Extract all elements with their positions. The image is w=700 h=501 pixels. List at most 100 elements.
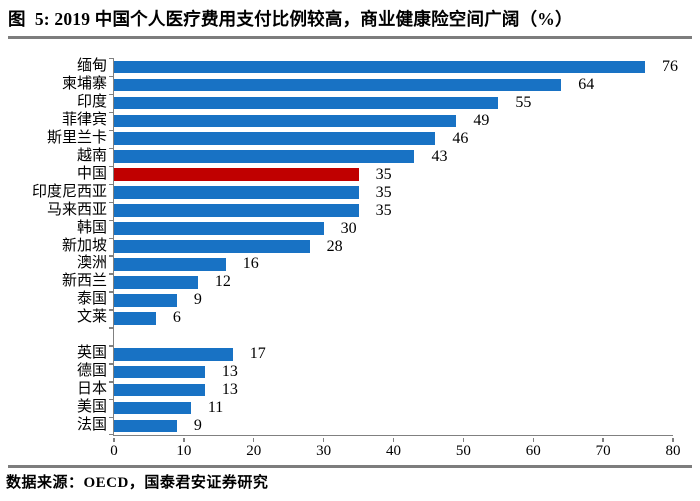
bar-value-label: 12 xyxy=(214,273,231,291)
bar xyxy=(114,96,499,110)
title-divider xyxy=(8,36,692,39)
bar xyxy=(114,204,359,217)
y-axis-tick xyxy=(108,75,113,78)
category-label: 新西兰 xyxy=(61,273,107,290)
x-axis-tick-label: 30 xyxy=(316,443,332,459)
category-label: 德国 xyxy=(76,363,107,380)
y-axis-tick xyxy=(108,201,113,203)
source-divider xyxy=(8,465,692,468)
category-label: 泰国 xyxy=(76,291,107,308)
y-axis-tick xyxy=(108,165,113,168)
bar xyxy=(114,78,562,92)
category-label: 菲律宾 xyxy=(61,111,107,128)
bar xyxy=(114,258,226,271)
bar-value-label: 9 xyxy=(193,291,202,309)
category-label: 澳洲 xyxy=(76,255,107,272)
bar-highlight xyxy=(114,168,359,181)
bar-value-label: 13 xyxy=(221,381,238,399)
bar-value-label: 28 xyxy=(326,237,343,255)
y-axis-tick xyxy=(108,417,113,419)
category-label: 柬埔寨 xyxy=(61,75,107,92)
y-axis-tick xyxy=(108,111,113,114)
y-axis-tick xyxy=(108,309,113,311)
y-axis-tick xyxy=(108,345,113,347)
bar xyxy=(114,401,191,415)
x-axis-tick-label: 60 xyxy=(525,443,541,459)
bar xyxy=(114,150,415,164)
y-axis-tick xyxy=(108,433,113,435)
category-label: 英国 xyxy=(76,345,107,362)
bar xyxy=(114,132,436,146)
bar xyxy=(114,312,156,325)
y-axis-tick xyxy=(108,291,113,293)
bar xyxy=(114,240,310,253)
x-axis-tick-label: 0 xyxy=(110,443,118,459)
bar xyxy=(114,294,177,307)
category-label: 日本 xyxy=(76,381,107,398)
bar xyxy=(114,222,324,235)
category-label: 韩国 xyxy=(76,219,107,236)
category-label: 越南 xyxy=(76,147,107,164)
plot-area: 缅甸 76 柬埔寨 64 印度 55 菲律宾 49 斯里兰卡 46 越南 43 中国 35 印度尼西亚 35 马… xyxy=(32,58,681,459)
x-axis-tick-label: 20 xyxy=(246,443,262,459)
y-axis-tick xyxy=(108,327,113,329)
bar-value-label: 35 xyxy=(375,183,392,201)
bar-value-label: 16 xyxy=(242,255,259,273)
bar-value-label: 46 xyxy=(452,129,469,147)
bar xyxy=(114,419,177,433)
x-axis-tick-label: 10 xyxy=(176,443,192,459)
bar xyxy=(114,186,359,199)
y-axis-tick xyxy=(108,147,113,150)
bar xyxy=(114,365,205,379)
category-label: 文莱 xyxy=(76,309,107,326)
bar-value-label: 64 xyxy=(578,75,595,93)
x-axis-tick xyxy=(113,437,115,442)
bar-value-label: 6 xyxy=(172,309,181,327)
x-axis-tick xyxy=(322,437,325,442)
x-axis-tick xyxy=(462,437,465,442)
bar-value-label: 43 xyxy=(431,147,448,165)
y-axis-tick xyxy=(108,219,113,221)
bar xyxy=(114,383,205,397)
category-label: 印度 xyxy=(76,93,107,110)
category-label: 新加坡 xyxy=(61,237,107,254)
bar-value-label: 9 xyxy=(193,417,202,435)
y-axis-tick xyxy=(108,58,113,60)
bar-value-label: 76 xyxy=(662,58,679,75)
y-axis-tick xyxy=(108,399,113,401)
figure-title: 图 5: 2019 中国个人医疗费用支付比例较高，商业健康险空间广阔（%） xyxy=(8,9,573,29)
bar xyxy=(114,114,457,128)
category-label: 马来西亚 xyxy=(46,201,107,218)
category-label: 斯里兰卡 xyxy=(46,129,107,146)
y-axis-tick xyxy=(108,363,113,365)
y-axis-tick xyxy=(108,129,113,132)
bar-value-label: 35 xyxy=(375,201,392,219)
bar-value-label: 13 xyxy=(221,363,238,381)
y-axis-tick xyxy=(108,237,113,239)
y-axis-tick xyxy=(108,183,113,186)
category-label: 印度尼西亚 xyxy=(31,183,107,200)
y-axis-tick xyxy=(108,381,113,383)
x-axis-tick xyxy=(672,437,674,442)
category-label: 美国 xyxy=(76,399,107,416)
x-axis-tick xyxy=(253,437,255,442)
y-axis-tick xyxy=(108,273,113,275)
x-axis-tick xyxy=(183,437,185,442)
bar-value-label: 11 xyxy=(207,399,224,417)
x-axis-tick-label: 80 xyxy=(665,443,681,459)
x-axis-tick-label: 70 xyxy=(595,443,611,459)
category-label: 中国 xyxy=(76,165,107,182)
x-axis-tick xyxy=(602,437,604,442)
y-axis-tick xyxy=(108,255,113,257)
bar-value-label: 49 xyxy=(473,111,490,129)
bar-value-label: 35 xyxy=(375,165,392,183)
x-axis-tick-label: 40 xyxy=(386,443,401,459)
x-axis-tick-label: 50 xyxy=(455,443,471,459)
x-axis-tick xyxy=(532,437,534,442)
bar-value-label: 17 xyxy=(249,345,266,363)
bar xyxy=(114,60,646,74)
category-label: 法国 xyxy=(76,417,107,434)
category-label: 缅甸 xyxy=(76,58,107,74)
y-axis-tick xyxy=(108,93,113,96)
